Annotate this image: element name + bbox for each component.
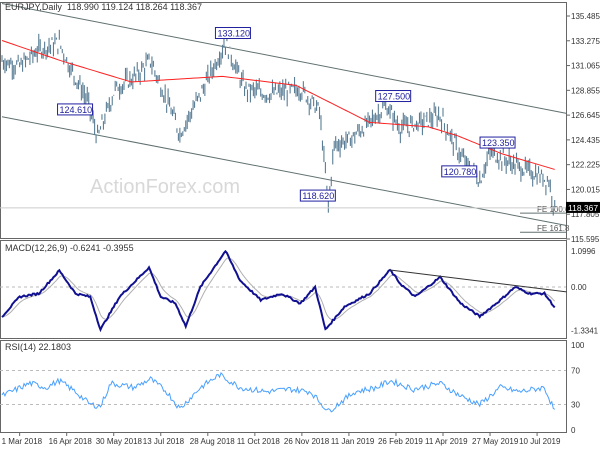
fe-level-label: FE 161.8: [537, 224, 570, 233]
rsi-y-tick-label: 0: [571, 426, 576, 435]
rsi-line: [1, 371, 556, 413]
watermark: ActionForex.com: [90, 176, 240, 198]
axes: 135.485 133.275 131.065 128.855 126.645 124.4…: [2, 12, 600, 446]
panel-frame-0: [0, 2, 567, 239]
y-tick-label: 135.485: [571, 12, 600, 21]
price-label-box: [375, 90, 412, 103]
ohlc-header: 118.990 119.124 118.264 118.367: [67, 2, 202, 12]
price-label-box: [299, 189, 336, 202]
macd-title: MACD(12,26,9) -0.6241 -0.3955: [5, 243, 134, 253]
panel-frame-1: [0, 240, 567, 339]
x-tick-label: 1 Mar 2018: [2, 437, 43, 446]
x-tick-label: 30 May 2018: [96, 437, 143, 446]
macd-panel: [0, 249, 567, 333]
rsi-y-tick-label: 70: [571, 367, 580, 376]
price-title: EURJPY,Daily: [5, 2, 62, 12]
x-tick-label: 27 May 2019: [472, 437, 519, 446]
x-tick-label: 26 Feb 2019: [378, 437, 423, 446]
price-label-box: [479, 136, 516, 149]
last-price-label: 118.367: [568, 203, 598, 213]
x-tick-label: 13 Jul 2018: [143, 437, 185, 446]
y-tick-label: 117.805: [571, 210, 600, 219]
y-tick-label: 126.645: [571, 111, 600, 120]
price-label-box: [441, 165, 478, 178]
y-tick-label: 133.275: [571, 37, 600, 46]
x-tick-label: 10 Jul 2019: [519, 437, 561, 446]
macd-signal-line: [1, 257, 556, 321]
macd-line: [1, 249, 556, 333]
y-tick-label: 128.855: [571, 86, 600, 95]
price-label: 123.350: [482, 138, 515, 148]
price-label-box: [57, 103, 94, 116]
price-label: 124.610: [60, 105, 93, 115]
rsi-y-tick-label: 30: [571, 401, 580, 410]
price-label-box: [214, 27, 251, 40]
macd-trendline: [390, 269, 567, 293]
y-tick-label: 122.225: [571, 161, 600, 170]
channel-lower-line: [1, 116, 567, 226]
last-price-box: [566, 201, 600, 213]
y-tick-label: 120.015: [571, 185, 600, 194]
x-tick-label: 16 Apr 2018: [49, 437, 93, 446]
price-label: 127.500: [378, 92, 411, 102]
channel-upper-line: [1, 3, 567, 114]
macd-y-tick-label: 1.0996: [571, 247, 596, 256]
price-label: 118.620: [302, 191, 334, 201]
price-label: 120.780: [444, 167, 477, 177]
rsi-panel: [0, 370, 566, 413]
x-tick-label: 11 Apr 2019: [425, 437, 468, 446]
x-tick-label: 28 Aug 2018: [190, 437, 235, 446]
rsi-title: RSI(14) 22.1803: [5, 342, 71, 352]
y-tick-label: 124.435: [571, 136, 600, 145]
price-label: 133.120: [217, 29, 250, 39]
x-tick-label: 26 Nov 2018: [284, 437, 330, 446]
price-panel: FE 100.0 FE 161.8 133.120 124.610 118.620 127…: [0, 3, 570, 233]
y-tick-label: 115.595: [571, 235, 600, 244]
panel-frame-2: [0, 340, 567, 433]
panel-frames: [0, 2, 567, 433]
macd-y-tick-label: -1.3341: [571, 327, 599, 336]
x-tick-label: 11 Jan 2019: [331, 437, 375, 446]
macd-y-tick-label: 0.00: [571, 283, 587, 292]
x-tick-label: 11 Oct 2018: [237, 437, 281, 446]
y-tick-label: 131.065: [571, 62, 600, 71]
rsi-y-tick-label: 100: [571, 341, 585, 350]
fe-level-label: FE 100.0: [537, 205, 570, 214]
moving-average-line: [1, 40, 555, 170]
